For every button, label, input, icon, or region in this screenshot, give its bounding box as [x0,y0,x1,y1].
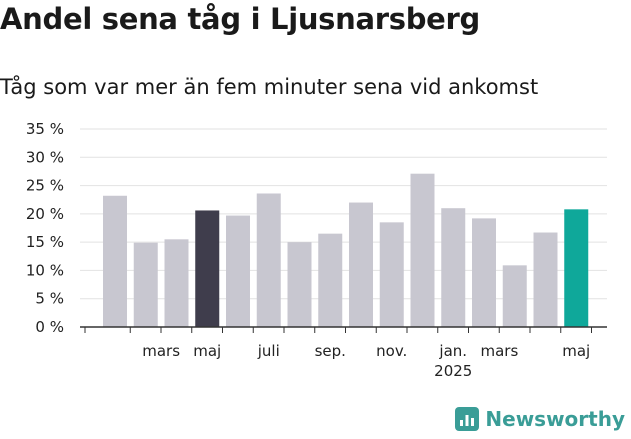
bar [256,193,281,327]
bar [103,195,127,327]
y-axis-ticks: 35 % 30 % 25 % 20 % 15 % 10 % 5 % 0 % [26,120,64,336]
bar [379,222,404,327]
bar [164,239,189,327]
x-tick-label: mars [142,342,180,360]
x-axis [80,326,607,333]
y-tick-label: 15 % [26,233,64,251]
x-tick-label: jan. [438,342,467,360]
x-tick-label: mars [480,342,518,360]
x-tick-label: nov. [376,342,407,360]
x-tick-label: juli [257,342,280,360]
bar [502,265,527,327]
bar [472,218,496,327]
y-tick-label: 20 % [26,205,64,223]
y-tick-label: 10 % [26,261,64,279]
bar [133,242,158,327]
newsworthy-logo-icon [455,407,480,431]
y-tick-label: 35 % [26,120,64,138]
brand-name: Newsworthy [485,407,625,431]
y-tick-label: 25 % [26,177,64,195]
bar [287,242,312,327]
y-tick-label: 30 % [26,148,64,166]
chart-subtitle: Tåg som var mer än fem minuter sena vid … [0,75,539,99]
bar [195,210,220,327]
x-tick-label: sep. [315,342,346,360]
y-tick-label: 0 % [35,318,64,336]
bar [226,215,250,327]
grid-lines [80,128,607,300]
bar [564,209,589,327]
y-tick-label: 5 % [35,290,64,308]
brand-logo: Newsworthy [455,407,625,431]
x-tick-label: maj [562,342,590,360]
x-tick-label: maj [193,342,221,360]
bar [533,232,558,327]
bars [103,173,589,327]
chart-title: Andel sena tåg i Ljusnarsberg [0,2,481,36]
bar [410,173,435,327]
x-tick-label: 2025 [434,362,472,380]
bar [318,233,343,327]
bar [441,208,466,327]
bar [349,202,373,327]
